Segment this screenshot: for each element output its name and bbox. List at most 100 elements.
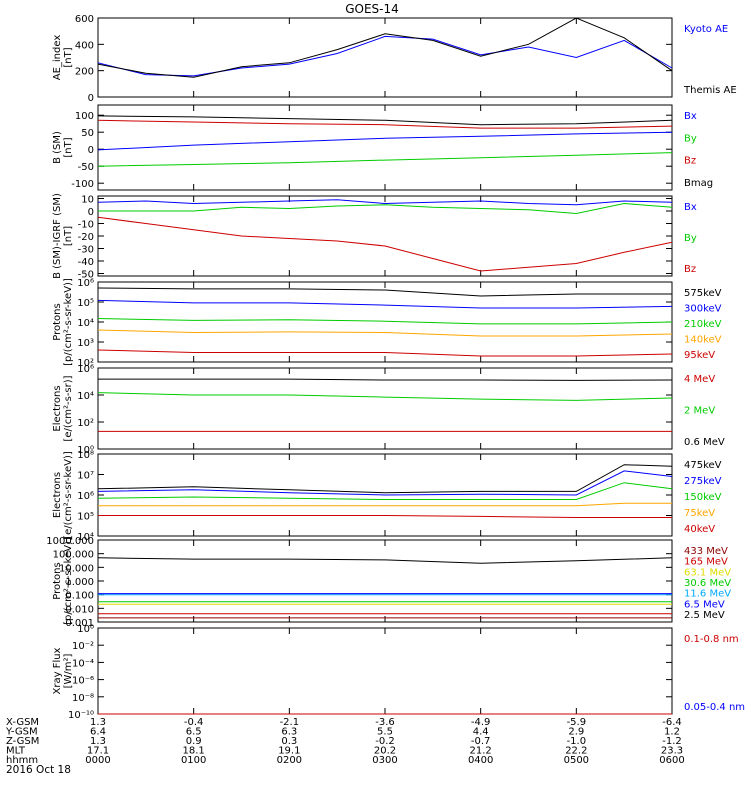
y-tick-label: 10⁴: [77, 532, 94, 543]
panel-3: 100 -10-20 -30-40 -50 B (SM)-IGRF (SM) [nT] Bx…: [52, 193, 697, 280]
series-line: [97, 557, 673, 564]
y-tick-label: 10⁶: [77, 364, 94, 375]
series-line: [97, 35, 673, 77]
series-line: [97, 464, 673, 494]
panel-5: 10⁰ 10² 10⁴ 10⁶ Electrons [e/(cm²-s-sr)] 4 MeV…: [52, 364, 725, 456]
footer-cell: -1.0: [567, 736, 587, 747]
y-axis-label: Electrons: [52, 385, 63, 431]
footer-cell: -2.1: [280, 717, 300, 728]
panel-6: 10⁴ 10⁵ 10⁶ 10⁷ 10⁸ Electrons [e/(cm²-s-sr-keV…: [52, 450, 722, 543]
y-axis-label: Xray Flux: [52, 647, 63, 694]
y-axis-label: [W/m²]: [63, 653, 74, 688]
y-tick-label: 0: [88, 145, 94, 156]
y-axis-label: [e/(cm²-s-sr)]: [63, 375, 74, 441]
y-axis-label: Protons: [52, 303, 63, 340]
legend-entry: 275keV: [684, 476, 722, 487]
y-axis-label: [nT]: [63, 47, 74, 67]
y-axis-label: [p/(cm²-s-sr-keV)]: [63, 537, 74, 625]
y-tick-label: 10⁻²: [72, 641, 94, 652]
footer-cell: 19.1: [278, 746, 300, 757]
footer-row-label: X-GSM: [6, 717, 39, 728]
series-line: [97, 392, 673, 401]
y-tick-label: 100: [75, 111, 94, 122]
footer-cell: 23.3: [661, 746, 683, 757]
y-tick-label: 10: [81, 195, 94, 206]
footer-cell: -0.2: [375, 736, 395, 747]
panel-4: 10² 10³ 10⁴ 10⁵ 10⁶ Protons [p/(cm²-s-sr-keV)]…: [52, 278, 722, 369]
legend-entry: 75keV: [684, 508, 715, 519]
y-axis-label: B (SM): [52, 131, 63, 164]
footer-cell: 0400: [468, 755, 493, 766]
y-axis-label: [nT]: [63, 226, 74, 246]
y-tick-label: 10⁴: [77, 391, 94, 402]
legend-entry: 475keV: [684, 460, 722, 471]
panel-8: 10⁻¹⁰ 10⁻⁸ 10⁻⁶ 10⁻⁴ 10⁻² 10⁰ Xray Flux [W/m²] 0…: [52, 624, 745, 721]
plot-title: GOES-14: [345, 2, 399, 16]
legend-entry: Bz: [684, 156, 696, 167]
legend-entry: 140keV: [684, 335, 722, 346]
series-line: [97, 482, 673, 500]
legend-entry: Bx: [684, 111, 697, 122]
y-axis-label: [e/(cm²-s-sr-keV)]: [63, 451, 74, 539]
panel-frame: [97, 539, 673, 623]
footer-cell: -0.7: [471, 736, 491, 747]
y-axis-label: B (SM)-IGRF (SM): [52, 193, 63, 279]
y-tick-label: 0: [88, 93, 94, 104]
legend-entry: 63.1 MeV: [684, 567, 731, 578]
footer-cell: -3.6: [375, 717, 395, 728]
series-line: [97, 131, 673, 151]
footer-cell: 1.2: [664, 727, 680, 738]
y-tick-label: 10⁸: [77, 450, 94, 461]
footer-cell: 6.5: [186, 727, 202, 738]
series-line: [97, 318, 673, 325]
y-tick-label: 50: [81, 128, 94, 139]
footer-cell: 5.5: [377, 727, 393, 738]
y-tick-label: -40: [78, 257, 94, 268]
legend-entry: Themis AE: [683, 85, 737, 96]
footer-row-label: Z-GSM: [6, 736, 39, 747]
y-axis-label: Protons: [52, 562, 63, 599]
y-tick-label: -10: [78, 220, 94, 231]
legend-entry: 30.6 MeV: [684, 578, 731, 589]
footer-cell: 6.3: [281, 727, 297, 738]
panel-frame: [97, 17, 673, 98]
series-line: [98, 502, 672, 507]
series-line: [98, 515, 672, 518]
panel-frame: [97, 104, 673, 191]
footer-row-label: hhmm: [6, 755, 38, 766]
y-tick-label: 10⁴: [77, 318, 94, 329]
legend-entry: 2 MeV: [684, 406, 715, 417]
footer-cell: 4.4: [473, 727, 489, 738]
y-tick-label: 10⁰: [77, 624, 94, 635]
y-tick-label: 1000.000: [46, 536, 94, 547]
footer-cell: 0300: [372, 755, 397, 766]
footer-cell: 6.4: [90, 727, 106, 738]
y-axis-label: Electrons: [52, 472, 63, 518]
series-line: [98, 202, 673, 215]
y-tick-label: 1.000: [65, 577, 94, 588]
footer-cell: 0.9: [186, 736, 202, 747]
footer-cell: 1.3: [90, 717, 106, 728]
legend-entry: 6.5 MeV: [684, 599, 725, 610]
footer-cell: 0.3: [281, 736, 297, 747]
footer-cell: 18.1: [183, 746, 205, 757]
legend-entry: Bx: [684, 202, 697, 213]
y-tick-label: 10⁻⁶: [72, 676, 94, 687]
footer-cell: 0000: [85, 755, 110, 766]
y-tick-label: -50: [78, 270, 94, 281]
y-tick-label: -50: [78, 162, 94, 173]
y-tick-label: 0.100: [65, 591, 94, 602]
legend-entry: 150keV: [684, 492, 722, 503]
date-label: 2016 Oct 18: [6, 764, 71, 776]
footer-cell: 0100: [181, 755, 206, 766]
legend-entry: 40keV: [684, 524, 715, 535]
footer-cell: 22.2: [565, 746, 587, 757]
y-axis-label: [p/(cm²-s-sr-keV)]: [63, 278, 74, 366]
footer-cell: 0200: [277, 755, 302, 766]
series-line: [98, 378, 673, 381]
footer-row-label: Y-GSM: [5, 727, 38, 738]
y-tick-label: -20: [78, 232, 94, 243]
footer-cell: -0.4: [184, 717, 204, 728]
